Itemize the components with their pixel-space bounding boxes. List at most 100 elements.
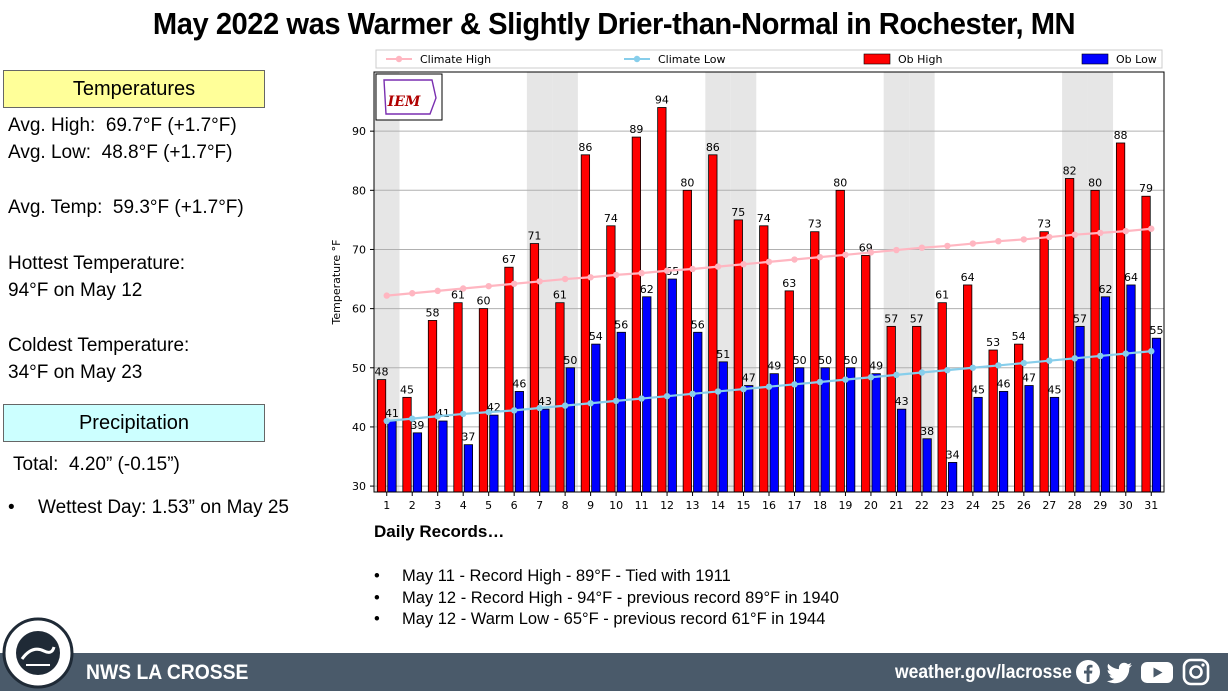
climate-high-point [1122,227,1129,235]
climate-high-point [893,246,900,254]
x-tick-label: 13 [686,499,700,512]
bar-ob-high [835,189,845,493]
data-label-ob-low: 49 [767,360,781,373]
climate-high-point [816,253,824,261]
bar-ob-high [402,396,412,493]
record-text: May 12 - Record High - 94°F - previous r… [402,589,839,607]
climate-low-point [409,415,416,422]
bar-ob-high [580,154,591,493]
climate-high-point [944,242,951,250]
bar-ob-low [718,361,728,493]
data-label-ob-high: 94 [655,93,669,106]
data-label-ob-high: 48 [375,366,389,379]
data-label-ob-low: 50 [563,354,577,367]
climate-high-point [409,290,416,297]
data-label-ob-high: 58 [426,306,440,319]
climate-high-point [765,258,773,266]
climate-low-point [434,413,441,420]
climate-high-point [714,263,722,270]
climate-high-point [459,285,467,292]
data-label-ob-high: 80 [1088,176,1102,189]
bar-ob-low [947,462,958,493]
twitter-icon[interactable] [1106,658,1134,686]
climate-low-point [561,402,569,409]
data-label-ob-high: 57 [884,312,898,325]
climate-low-point [1148,348,1155,355]
bar-ob-low [489,414,499,493]
data-label-ob-high: 88 [1114,129,1128,142]
bar-ob-low [744,385,754,493]
x-tick-label: 30 [1119,499,1133,512]
climate-low-point [1097,352,1104,360]
x-tick-label: 29 [1093,499,1107,512]
legend-label: Climate Low [658,53,726,66]
data-label-ob-low: 50 [818,354,832,367]
bar-ob-high [784,290,794,493]
climate-low-point [612,397,620,405]
facebook-icon[interactable] [1074,658,1102,686]
bar-ob-high [682,189,692,493]
bar-ob-high [861,254,871,493]
bar-ob-low [1024,385,1034,493]
data-label-ob-low: 34 [946,448,960,461]
bar-ob-low [871,373,881,493]
climate-high-point [689,265,696,273]
bar-ob-low [1049,396,1060,493]
x-tick-label: 19 [838,499,852,512]
page-title: May 2022 was Warmer & Slightly Drier-tha… [152,6,1076,41]
data-label-ob-low: 43 [538,395,552,408]
climate-high-point [510,280,518,287]
x-tick-label: 7 [536,499,543,512]
avg-low: Avg. Low: 48.8°F (+1.7°F) [8,142,233,163]
data-label-ob-low: 41 [385,407,399,420]
climate-low-point [383,417,390,425]
x-tick-label: 23 [940,499,954,512]
instagram-icon[interactable] [1182,658,1210,686]
climate-high-point [740,261,747,268]
legend-swatch [863,53,891,65]
climate-low-point [791,381,798,388]
bar-ob-low [769,373,779,493]
x-tick-label: 17 [787,499,801,512]
avg-temp: Avg. Temp: 59.3°F (+1.7°F) [8,197,244,218]
climate-high-point [1148,225,1155,232]
climate-low-point [893,371,900,379]
footer-url[interactable]: weather.gov/lacrosse [895,662,1072,683]
climate-high-point [383,292,390,299]
bar-ob-low [693,331,703,493]
wettest-day-text: Wettest Day: 1.53” on May 25 [38,497,289,518]
data-label-ob-low: 45 [1048,383,1062,396]
youtube-icon[interactable] [1140,658,1174,686]
hottest-value: 94°F on May 12 [8,280,143,301]
climate-high-point [1046,233,1053,241]
bar-ob-low [1151,337,1162,493]
legend-label: Ob High [898,53,942,66]
bar-ob-high [1115,142,1126,493]
y-tick-label: 70 [352,243,366,256]
data-label-ob-low: 49 [869,360,883,373]
data-label-ob-high: 86 [578,141,592,154]
records-heading: Daily Records… [374,522,505,541]
data-label-ob-high: 64 [961,271,975,284]
x-tick-label: 14 [711,499,725,512]
x-tick-label: 18 [813,499,827,512]
legend-box [375,49,1163,69]
data-label-ob-low: 37 [461,431,475,444]
temperatures-heading: Temperatures [3,70,265,108]
record-text: May 11 - Record High - 89°F - Tied with … [402,567,731,585]
climate-low-point [1020,359,1028,367]
x-tick-label: 3 [434,499,441,512]
bar-ob-high [1090,189,1100,493]
data-label-ob-high: 71 [527,230,541,243]
data-label-ob-low: 50 [793,354,807,367]
x-tick-label: 12 [660,499,674,512]
iem-state-outline [383,79,437,115]
data-label-ob-high: 74 [604,212,618,225]
bar-ob-low [1126,284,1136,493]
data-label-ob-low: 50 [844,354,858,367]
x-tick-label: 1 [383,499,390,512]
climate-high-point [969,240,977,247]
x-tick-label: 26 [1017,499,1031,512]
climate-low-point [1046,357,1053,364]
data-label-ob-high: 74 [757,212,771,225]
